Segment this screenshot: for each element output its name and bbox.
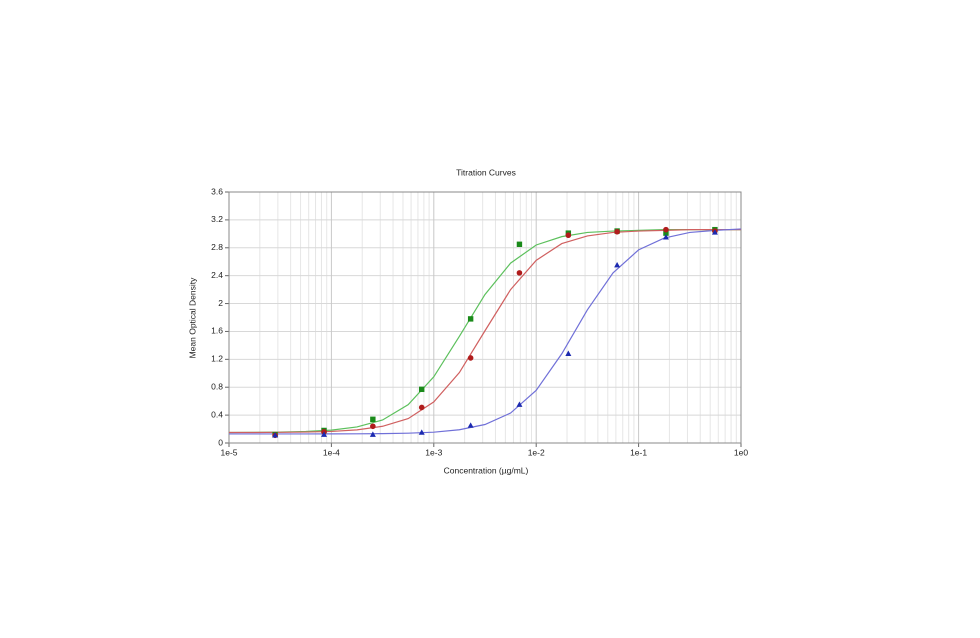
x-tick-label: 1e-3 — [425, 447, 442, 457]
x-tick-label: 1e-2 — [528, 447, 545, 457]
point — [565, 350, 572, 356]
y-tick-label: 0.8 — [211, 381, 223, 391]
chart-title: Titration Curves — [456, 167, 516, 177]
point — [711, 229, 718, 235]
point — [565, 232, 572, 239]
point — [663, 230, 669, 236]
point — [370, 416, 376, 422]
plot-frame — [228, 191, 742, 444]
fit-curve — [229, 229, 741, 434]
fit-curve — [228, 229, 741, 434]
y-tick-label: 2.8 — [211, 242, 223, 252]
point — [516, 401, 523, 407]
point — [467, 422, 474, 428]
y-tick-label: 0 — [218, 437, 223, 447]
x-axis-label: Concentration (µg/mL) — [444, 465, 529, 475]
point — [467, 316, 474, 322]
point — [516, 270, 523, 276]
point — [370, 423, 376, 430]
y-tick-label: 1.6 — [211, 326, 223, 336]
point — [418, 404, 425, 411]
y-tick-label: 0.4 — [211, 409, 223, 419]
point — [614, 262, 621, 268]
point — [663, 226, 669, 233]
fit-curve — [229, 228, 742, 435]
point — [662, 234, 669, 240]
point — [614, 228, 620, 235]
y-tick-label: 3.6 — [211, 186, 223, 196]
x-tick-label: 1e0 — [734, 447, 748, 457]
x-tick-label: 1e-4 — [323, 447, 340, 457]
y-axis-label: Mean Optical Density — [187, 277, 197, 359]
x-tick-label: 1e-1 — [630, 447, 647, 457]
point — [418, 429, 425, 435]
point — [321, 431, 328, 437]
y-tick-label: 1.2 — [211, 354, 223, 364]
point — [369, 431, 376, 437]
point — [272, 432, 279, 438]
y-tick-label: 2.4 — [211, 270, 223, 280]
x-tick-label: 1e-5 — [220, 447, 237, 457]
y-tick-label: 2 — [218, 298, 223, 308]
point — [419, 386, 425, 393]
point — [467, 355, 474, 361]
point — [516, 241, 523, 247]
y-tick-label: 3.2 — [211, 214, 223, 224]
